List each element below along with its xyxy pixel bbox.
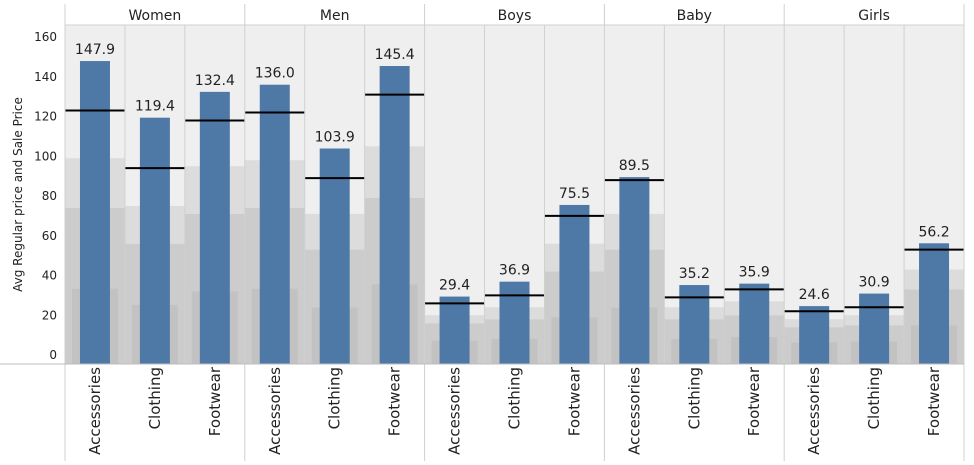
bar-women-footwear: [199, 91, 230, 364]
x-tick-label: Clothing: [146, 367, 164, 429]
group-header-girls: Girls: [858, 8, 890, 24]
data-label: 24.6: [799, 287, 830, 303]
x-tick-label: Accessories: [625, 367, 643, 455]
data-label: 35.2: [679, 266, 710, 282]
bar-men-clothing: [319, 148, 350, 364]
x-tick-label: Clothing: [506, 367, 524, 429]
data-label: 89.5: [619, 158, 650, 174]
y-axis-label: Avg Regular price and Sale Price: [11, 97, 25, 292]
bar-women-accessories: [79, 61, 110, 365]
x-tick-label: Footwear: [745, 366, 763, 436]
y-tick-label: 40: [42, 269, 57, 283]
data-label: 119.4: [135, 99, 175, 115]
data-label: 75.5: [559, 186, 590, 202]
y-tick-label: 120: [34, 110, 57, 124]
y-tick-label: 140: [34, 70, 57, 84]
data-label: 35.9: [739, 265, 770, 281]
y-tick-label: 100: [34, 149, 57, 163]
bar-girls-clothing: [859, 293, 890, 364]
x-tick-label: Accessories: [805, 367, 823, 455]
x-tick-label: Footwear: [206, 366, 224, 436]
data-label: 132.4: [195, 73, 235, 89]
bar-boys-accessories: [439, 296, 470, 364]
bar-women-clothing: [139, 117, 170, 364]
group-header-boys: Boys: [498, 8, 532, 24]
x-tick-label: Accessories: [266, 367, 284, 455]
y-tick-label: 60: [42, 229, 57, 243]
group-header-men: Men: [320, 8, 350, 24]
x-tick-label: Accessories: [446, 367, 464, 455]
y-tick-label: 20: [42, 308, 57, 322]
x-tick-label: Clothing: [685, 367, 703, 429]
group-header-baby: Baby: [677, 8, 712, 24]
y-tick-label: 160: [34, 30, 57, 44]
data-label: 103.9: [315, 129, 355, 145]
bar-boys-footwear: [559, 204, 590, 364]
bar-girls-footwear: [919, 243, 950, 364]
x-tick-label: Footwear: [386, 366, 404, 436]
bar-boys-clothing: [499, 281, 530, 364]
bar-baby-accessories: [619, 177, 650, 364]
x-tick-label: Accessories: [86, 367, 104, 455]
data-label: 136.0: [255, 66, 295, 82]
data-label: 145.4: [375, 47, 415, 63]
group-header-women: Women: [129, 8, 182, 24]
data-label: 147.9: [75, 42, 115, 58]
x-tick-label: Clothing: [865, 367, 883, 429]
x-tick-label: Clothing: [326, 367, 344, 429]
bar-girls-accessories: [799, 306, 830, 364]
data-label: 36.9: [499, 263, 530, 279]
x-tick-label: Footwear: [565, 366, 583, 436]
bar-baby-footwear: [739, 283, 770, 364]
data-label: 29.4: [439, 278, 470, 294]
bar-men-footwear: [379, 66, 410, 364]
data-label: 56.2: [918, 224, 949, 240]
data-label: 30.9: [859, 275, 890, 291]
x-tick-label: Footwear: [925, 366, 943, 436]
y-tick-label: 80: [42, 189, 57, 203]
bar-men-accessories: [259, 84, 290, 364]
y-tick-label: 0: [49, 348, 57, 362]
